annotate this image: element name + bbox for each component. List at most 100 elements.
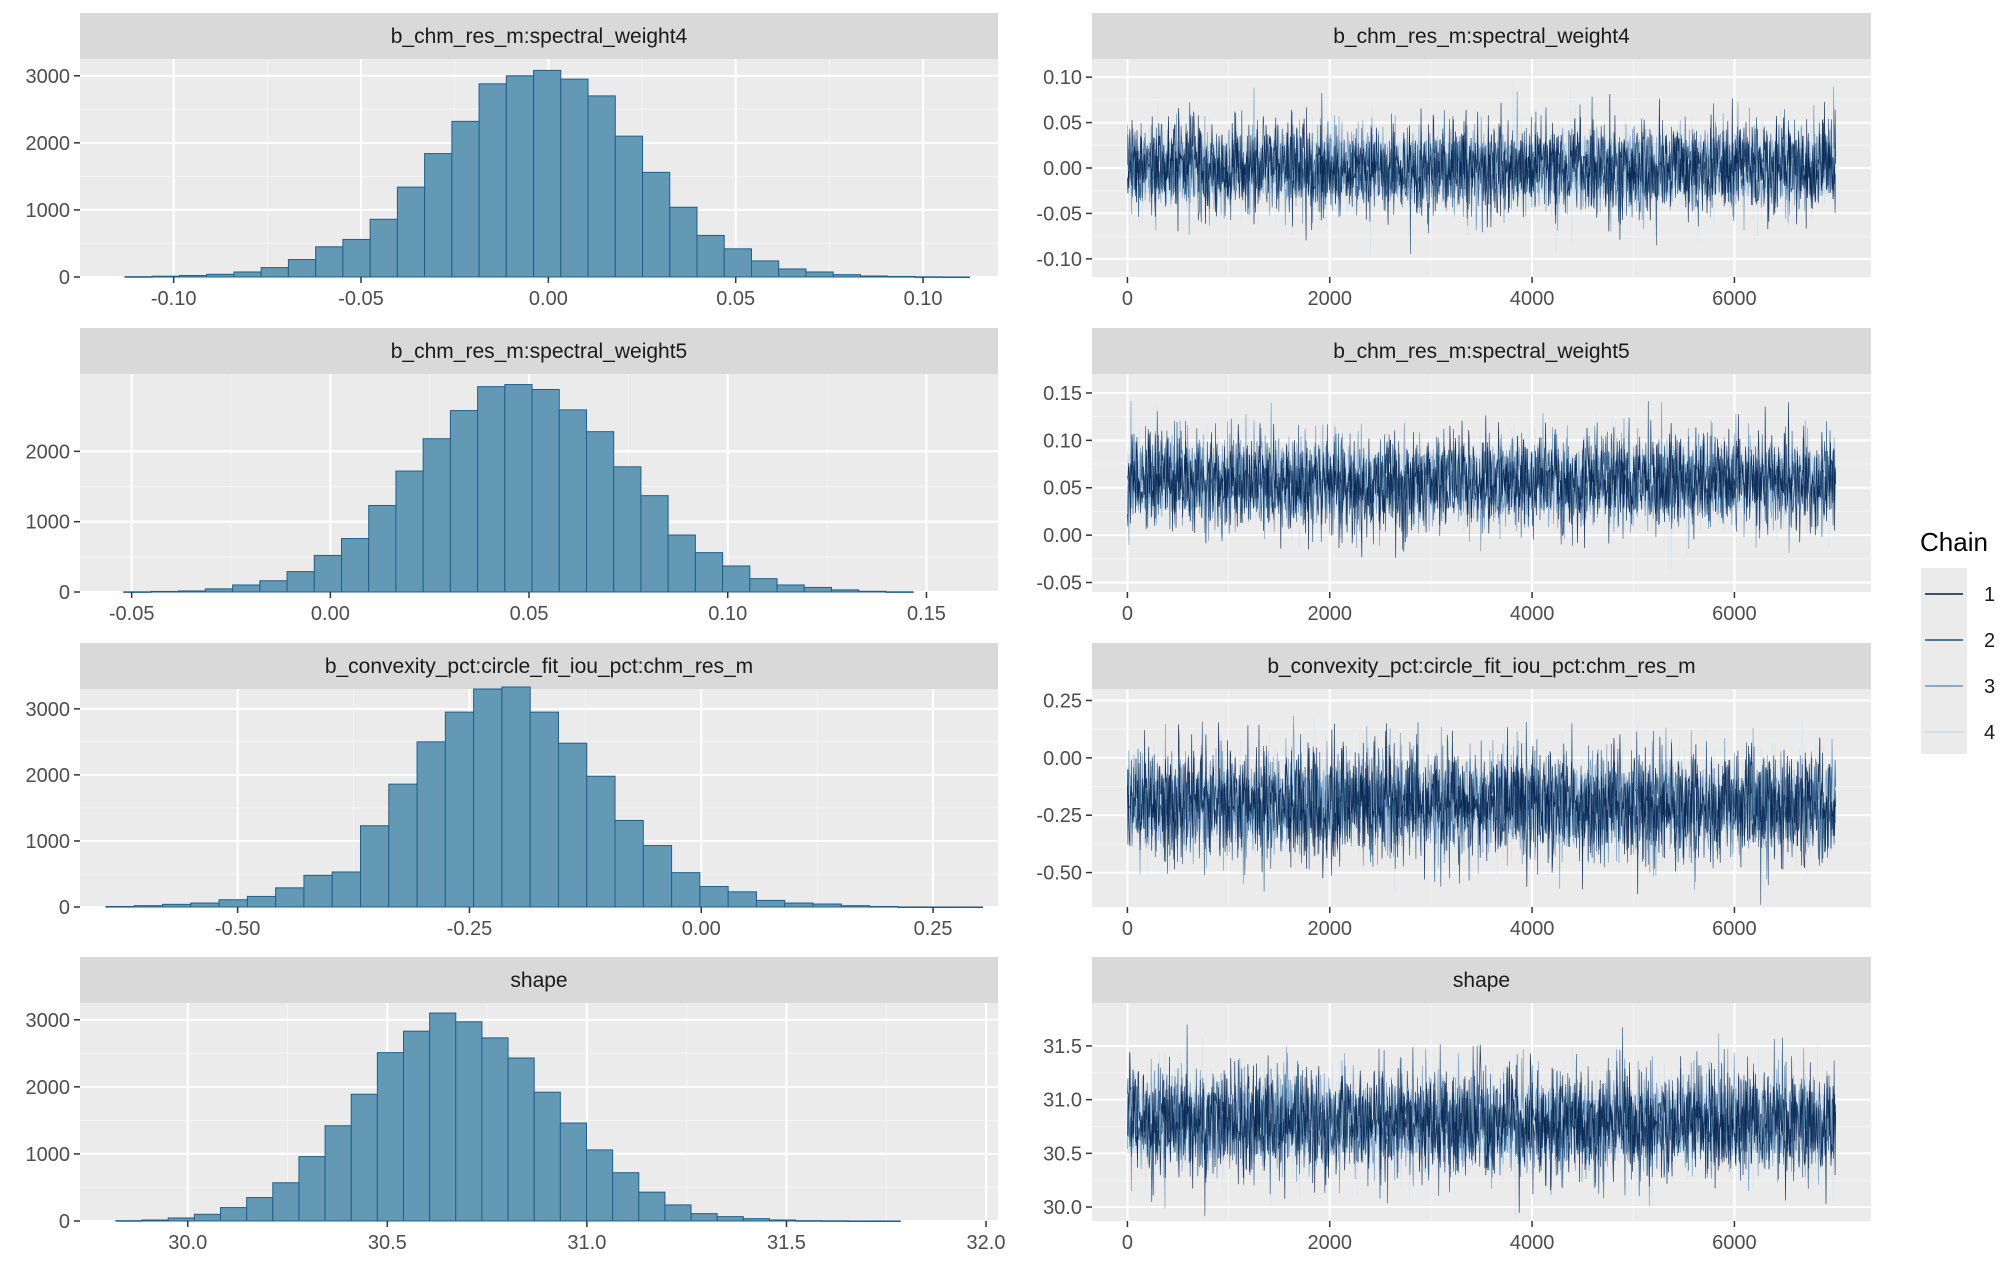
histogram-bar — [614, 819, 644, 908]
histogram-bar — [664, 1204, 692, 1222]
histogram-bar — [613, 466, 642, 593]
trace-panel-b-convexity-pct-circle-fit-iou-pct-chm-res-m: b_convexity_pct:circle_fit_iou_pct:chm_r… — [1036, 643, 1871, 940]
trace-lines — [1127, 1024, 1836, 1219]
y-tick-label: 31.5 — [1043, 1036, 1082, 1058]
legend-label-chain-4: 4 — [1984, 722, 1995, 744]
histogram-bar — [840, 905, 871, 908]
x-tick-label: 0 — [1122, 1232, 1133, 1254]
x-tick-label: 32.0 — [967, 1232, 1006, 1254]
histogram-bar — [219, 1207, 248, 1222]
x-tick-label: 0.00 — [529, 288, 568, 310]
histogram-bar — [640, 495, 669, 593]
histogram-bar — [133, 905, 164, 908]
histogram-bar — [557, 742, 588, 908]
histogram-bars — [115, 1012, 901, 1223]
histogram-bar — [859, 275, 889, 278]
histogram-bar — [449, 410, 479, 593]
histogram-bar — [331, 871, 361, 908]
y-tick-label: -0.50 — [1036, 863, 1082, 885]
x-tick-label: -0.25 — [447, 918, 493, 940]
chain-legend: Chain 1 2 3 4 — [1920, 527, 1995, 754]
histogram-bar — [396, 186, 426, 278]
x-tick-label: 0.05 — [716, 288, 755, 310]
facet-strip — [1092, 328, 1871, 374]
y-tick-label: -0.25 — [1036, 805, 1082, 827]
histogram-bar — [233, 271, 262, 278]
histogram-bar — [559, 1122, 587, 1222]
histogram-bar — [424, 153, 453, 278]
histogram-bar — [246, 1197, 274, 1222]
facet-strip-title: shape — [1453, 969, 1510, 992]
histogram-bar — [869, 905, 899, 908]
histogram-bar — [259, 580, 288, 593]
histogram-bar — [953, 906, 984, 909]
histogram-bar — [501, 686, 531, 908]
histogram-bar — [162, 903, 192, 908]
axes: 0 2000 4000 6000 30.0 30.5 31.0 31.5 — [1043, 1036, 1757, 1254]
facet-strip-title: b_chm_res_m:spectral_weight5 — [391, 340, 687, 363]
histogram-bar — [612, 1172, 640, 1222]
trace-panel-b-chm-res-m-spectral-weight4: b_chm_res_m:spectral_weight4 0 2000 4000 600… — [1036, 13, 1871, 310]
y-tick-label: 0 — [59, 897, 70, 919]
histogram-bar — [699, 886, 729, 908]
histogram-bar — [177, 590, 206, 593]
trace-lines — [1127, 715, 1836, 905]
x-tick-label: 30.5 — [368, 1232, 407, 1254]
x-tick-label: 4000 — [1510, 288, 1555, 310]
histogram-bar — [638, 1191, 666, 1222]
histogram-bar — [778, 268, 807, 278]
histogram-bar — [887, 275, 916, 278]
histogram-bar — [451, 120, 480, 278]
y-tick-label: 2000 — [26, 1077, 71, 1099]
histogram-bar — [124, 276, 153, 278]
x-tick-label: 4000 — [1510, 603, 1555, 625]
histogram-bar — [585, 1149, 614, 1222]
x-tick-label: -0.05 — [109, 603, 155, 625]
y-tick-label: 30.5 — [1043, 1143, 1082, 1165]
histogram-bar — [150, 590, 179, 593]
histogram-bar — [768, 1219, 797, 1222]
histogram-bar — [260, 267, 289, 278]
histogram-bar — [784, 902, 814, 908]
x-tick-label: 31.5 — [767, 1232, 806, 1254]
x-tick-label: 2000 — [1307, 1232, 1352, 1254]
histogram-bar — [821, 1220, 849, 1222]
histogram-bar — [360, 825, 390, 908]
facet-strip — [1092, 13, 1871, 59]
y-tick-label: 1000 — [26, 200, 71, 222]
histogram-panel-b-convexity-pct-circle-fit-iou-pct-chm-res-m: b_convexity_pct:circle_fit_iou_pct:chm_r… — [26, 643, 998, 940]
axes: -0.10 -0.05 0.00 0.05 0.10 0 1000 2000 3000 — [26, 66, 943, 310]
histogram-bar — [742, 1218, 770, 1222]
y-tick-label: 0 — [59, 267, 70, 289]
y-tick-label: 0 — [59, 1211, 70, 1233]
y-tick-label: -0.10 — [1036, 249, 1082, 271]
facet-strip-title: b_convexity_pct:circle_fit_iou_pct:chm_r… — [325, 655, 753, 678]
trace-line-chain-1 — [1127, 94, 1836, 241]
histogram-bar — [350, 1093, 378, 1222]
x-tick-label: 0 — [1122, 603, 1133, 625]
histogram-panel-b-chm-res-m-spectral-weight5: b_chm_res_m:spectral_weight5 -0.05 0.00 0.0… — [26, 328, 998, 625]
x-tick-label: 2000 — [1307, 603, 1352, 625]
histogram-bar — [558, 409, 587, 593]
facet-strip — [80, 957, 998, 1003]
x-tick-label: 31.0 — [567, 1232, 606, 1254]
y-tick-label: 0 — [59, 582, 70, 604]
histogram-bar — [805, 271, 834, 278]
histogram-bar — [286, 571, 315, 593]
histogram-bar — [795, 1220, 823, 1222]
histogram-bar — [218, 899, 248, 908]
trace-panel-shape: shape 0 2000 4000 6000 30.0 30.5 31.0 31.5 — [1043, 957, 1871, 1254]
histogram-bars — [123, 384, 914, 593]
x-tick-label: -0.10 — [151, 288, 197, 310]
histogram-bar — [315, 246, 344, 278]
histogram-bar — [395, 470, 424, 593]
x-tick-label: 0.10 — [708, 603, 747, 625]
histogram-bars — [105, 686, 984, 909]
x-tick-label: 0.00 — [682, 918, 721, 940]
histogram-bar — [533, 1091, 561, 1222]
histogram-bar — [858, 590, 887, 593]
x-tick-label: 0.10 — [904, 288, 943, 310]
histogram-bar — [690, 1213, 718, 1222]
histogram-bar — [481, 1037, 509, 1222]
histogram-bar — [941, 276, 970, 279]
